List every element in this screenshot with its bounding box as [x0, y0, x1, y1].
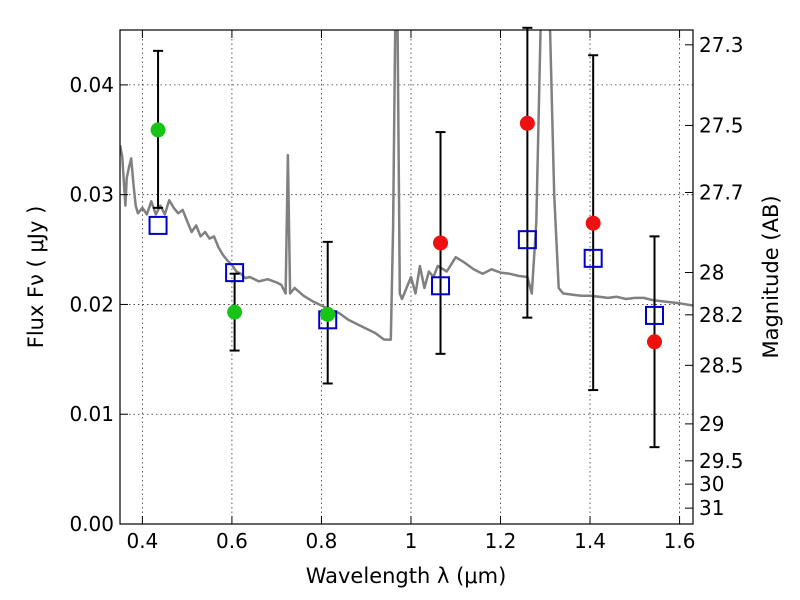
model-flux-box [583, 248, 603, 268]
x-tick-label: 0.4 [126, 529, 158, 553]
y-tick-label: 0.02 [69, 292, 114, 316]
observed-flux-point [647, 334, 663, 350]
model-flux-box [431, 276, 451, 296]
mag-tick-label: 27.7 [699, 180, 744, 204]
mag-tick-label: 28 [699, 261, 724, 285]
ticks: 0.4 0.6 0.8 1 1.2 1.4 1.6 0.00 0.01 0.02 0.03 0.04 2… [69, 30, 744, 553]
observed-flux-point [585, 215, 601, 231]
y-tick-label: 0.04 [69, 73, 114, 97]
mag-tick-label: 30 [699, 472, 724, 496]
model-flux-box [225, 263, 245, 283]
y-axis-label: Flux Fν ( μJy ) [24, 206, 48, 349]
mag-tick-label: 27.5 [699, 113, 744, 137]
template-spectrum-line [120, 30, 693, 341]
model-flux-box [645, 305, 665, 325]
plot-frame [119, 29, 694, 525]
model-flux-box [148, 215, 168, 235]
x-tick-label: 1 [405, 529, 418, 553]
observed-flux-point [320, 306, 336, 322]
mag-tick-label: 28.2 [699, 303, 744, 327]
x-tick-label: 1.2 [485, 529, 517, 553]
plot-area [120, 30, 693, 341]
y2-axis-label: Magnitude (AB) [759, 195, 783, 358]
errorbars [148, 26, 665, 449]
y-tick-label: 0.01 [69, 402, 114, 426]
x-axis-label: Wavelength λ (μm) [306, 564, 507, 588]
mag-tick-label: 31 [699, 496, 724, 520]
x-tick-label: 0.6 [216, 529, 248, 553]
observed-flux-point [519, 115, 535, 131]
y-tick-label: 0.00 [69, 512, 114, 536]
x-tick-label: 1.6 [664, 529, 696, 553]
y-tick-label: 0.03 [69, 183, 114, 207]
mag-tick-label: 28.5 [699, 353, 744, 377]
mag-tick-label: 27.3 [699, 33, 744, 57]
mag-tick-label: 29.5 [699, 449, 744, 473]
observed-flux-point [150, 122, 166, 138]
x-tick-label: 1.4 [574, 529, 606, 553]
x-tick-label: 0.8 [306, 529, 338, 553]
observed-flux-point [433, 235, 449, 251]
observed-flux-point [227, 304, 243, 320]
model-flux-box [517, 230, 537, 250]
mag-tick-label: 29 [699, 412, 724, 436]
